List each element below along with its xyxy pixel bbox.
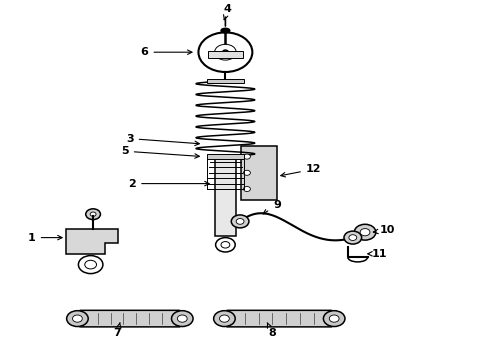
Circle shape [231, 215, 249, 228]
Text: 12: 12 [281, 164, 321, 177]
Circle shape [360, 229, 370, 236]
Bar [207, 79, 244, 83]
Circle shape [220, 315, 229, 322]
FancyBboxPatch shape [226, 310, 333, 327]
Text: 8: 8 [267, 323, 276, 338]
Ellipse shape [221, 28, 230, 33]
Circle shape [86, 209, 100, 220]
Circle shape [222, 50, 228, 54]
Circle shape [73, 315, 82, 322]
Circle shape [90, 212, 96, 216]
Text: 6: 6 [141, 47, 192, 57]
Circle shape [244, 170, 250, 175]
Polygon shape [66, 229, 118, 254]
Circle shape [244, 154, 250, 159]
Circle shape [214, 311, 235, 327]
Text: 10: 10 [373, 225, 395, 235]
Text: 11: 11 [368, 249, 388, 259]
Circle shape [244, 186, 250, 192]
Circle shape [329, 315, 339, 322]
Bar [241, 146, 277, 200]
Text: 4: 4 [223, 4, 232, 20]
Text: 9: 9 [263, 200, 281, 214]
Circle shape [172, 311, 193, 327]
Circle shape [236, 219, 244, 224]
Text: 3: 3 [126, 134, 199, 145]
Circle shape [349, 235, 357, 240]
Circle shape [177, 315, 187, 322]
Text: 7: 7 [114, 323, 122, 338]
Text: 1: 1 [28, 233, 62, 243]
Circle shape [354, 224, 376, 240]
Bar [207, 154, 244, 159]
Bar [208, 51, 243, 58]
Circle shape [67, 311, 88, 327]
Circle shape [344, 231, 362, 244]
Text: 5: 5 [121, 146, 199, 158]
Bar [215, 157, 236, 236]
Circle shape [323, 311, 345, 327]
FancyBboxPatch shape [79, 310, 181, 327]
Text: 2: 2 [128, 179, 209, 189]
